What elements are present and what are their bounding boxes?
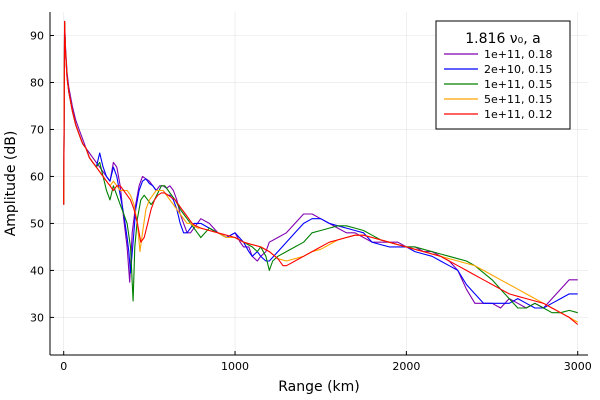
legend-items: 1e+11, 0.18 2e+10, 0.15 1e+11, 0.15 5e+11, … (444, 48, 552, 121)
legend-box (435, 20, 571, 130)
y-tick-label: 80 (30, 76, 44, 89)
y-tick-label: 50 (30, 217, 44, 230)
series-line-5 (63, 20, 579, 325)
legend-label-2: 2e+10, 0.15 (484, 63, 552, 76)
tick-labels: 0 1000 2000 3000 30 40 50 60 70 80 90 (30, 29, 592, 373)
plot-area (63, 20, 579, 325)
legend-title: 1.816 ν₀, a (465, 31, 540, 47)
x-tick-label: 1000 (221, 360, 249, 373)
y-tick-label: 90 (30, 29, 44, 42)
y-tick-label: 70 (30, 123, 44, 136)
y-tick-label: 40 (30, 264, 44, 277)
y-tick-label: 30 (30, 311, 44, 324)
legend-label-5: 1e+11, 0.12 (484, 108, 552, 121)
legend-label-1: 1e+11, 0.18 (484, 48, 552, 61)
legend-label-4: 5e+11, 0.15 (484, 93, 552, 106)
y-axis-title: Amplitude (dB) (3, 131, 19, 237)
x-axis-title: Range (km) (278, 379, 360, 395)
x-tick-label: 3000 (564, 360, 592, 373)
legend-label-3: 1e+11, 0.15 (484, 78, 552, 91)
x-tick-label: 2000 (392, 360, 420, 373)
y-tick-label: 60 (30, 170, 44, 183)
x-tick-label: 0 (60, 360, 67, 373)
axes (49, 12, 588, 356)
